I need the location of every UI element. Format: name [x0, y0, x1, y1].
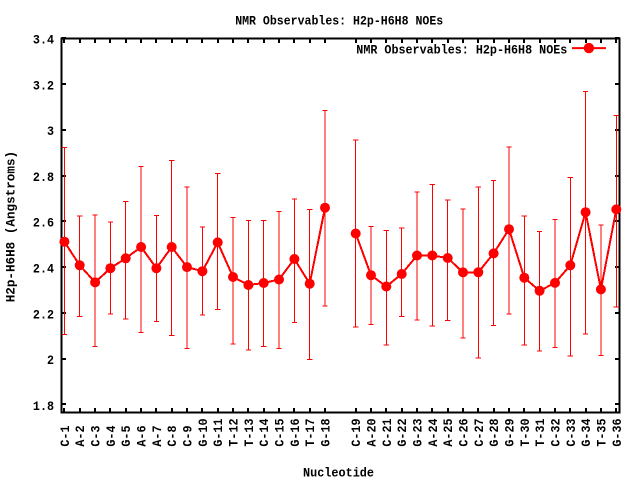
- svg-text:G-22: G-22: [395, 418, 410, 446]
- svg-text:G-5: G-5: [119, 425, 134, 446]
- svg-text:G-23: G-23: [411, 418, 426, 446]
- svg-text:C-15: C-15: [273, 418, 288, 446]
- svg-text:C-1: C-1: [58, 425, 73, 446]
- svg-text:G-11: G-11: [211, 418, 226, 446]
- svg-text:T-35: T-35: [594, 418, 609, 446]
- svg-text:1.8: 1.8: [33, 399, 54, 414]
- svg-text:G-18: G-18: [319, 418, 334, 446]
- svg-text:T-17: T-17: [303, 419, 318, 447]
- svg-text:G-29: G-29: [503, 418, 518, 446]
- svg-text:G-10: G-10: [196, 418, 211, 446]
- svg-text:C-21: C-21: [380, 418, 395, 446]
- svg-text:2.6: 2.6: [33, 216, 54, 231]
- svg-text:A-24: A-24: [426, 418, 441, 446]
- svg-text:C-19: C-19: [349, 418, 364, 446]
- svg-text:A-2: A-2: [73, 425, 88, 446]
- svg-text:2.4: 2.4: [33, 262, 54, 277]
- svg-text:A-6: A-6: [135, 425, 150, 446]
- svg-text:G-16: G-16: [288, 418, 303, 446]
- svg-text:T-13: T-13: [242, 418, 257, 446]
- svg-text:G-36: G-36: [610, 418, 625, 446]
- svg-text:A-7: A-7: [150, 426, 165, 447]
- svg-text:2: 2: [47, 353, 54, 368]
- svg-text:NMR Observables: H2p-H6H8 NOEs: NMR Observables: H2p-H6H8 NOEs: [235, 13, 443, 28]
- svg-text:T-30: T-30: [518, 418, 533, 446]
- svg-text:C-27: C-27: [472, 419, 487, 447]
- svg-text:NMR Observables: H2p-H6H8 NOEs: NMR Observables: H2p-H6H8 NOEs: [356, 43, 567, 58]
- svg-text:C-14: C-14: [257, 418, 272, 446]
- svg-text:3.4: 3.4: [33, 33, 54, 48]
- svg-text:3.2: 3.2: [33, 78, 54, 93]
- svg-text:3: 3: [47, 124, 54, 139]
- svg-text:C-32: C-32: [549, 418, 564, 446]
- svg-text:H2p-H6H8 (Angstroms): H2p-H6H8 (Angstroms): [4, 151, 19, 302]
- svg-text:G-4: G-4: [104, 425, 119, 446]
- svg-text:G-34: G-34: [579, 418, 594, 446]
- svg-text:C-9: C-9: [181, 425, 196, 446]
- svg-text:C-33: C-33: [564, 418, 579, 446]
- svg-text:A-25: A-25: [441, 418, 456, 446]
- svg-text:A-20: A-20: [365, 418, 380, 446]
- svg-text:2.8: 2.8: [33, 170, 54, 185]
- svg-text:C-26: C-26: [457, 418, 472, 446]
- svg-text:Nucleotide: Nucleotide: [303, 466, 374, 480]
- svg-text:2.2: 2.2: [33, 307, 54, 322]
- svg-text:C-8: C-8: [165, 425, 180, 446]
- svg-text:G-28: G-28: [487, 418, 502, 446]
- svg-text:T-12: T-12: [227, 418, 242, 446]
- svg-text:T-31: T-31: [533, 418, 548, 446]
- svg-text:C-3: C-3: [89, 425, 104, 446]
